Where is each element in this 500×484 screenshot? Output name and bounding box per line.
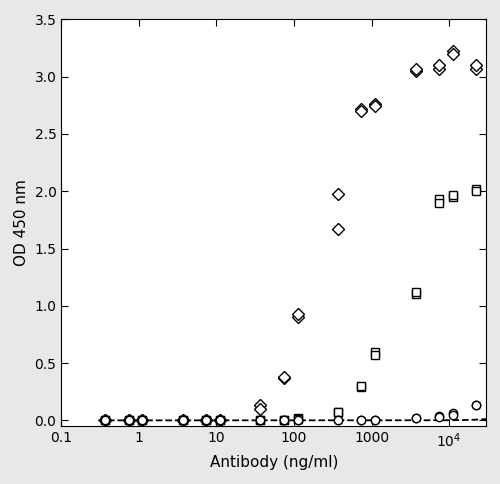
- X-axis label: Antibody (ng/ml): Antibody (ng/ml): [210, 455, 338, 470]
- Y-axis label: OD 450 nm: OD 450 nm: [14, 179, 29, 266]
